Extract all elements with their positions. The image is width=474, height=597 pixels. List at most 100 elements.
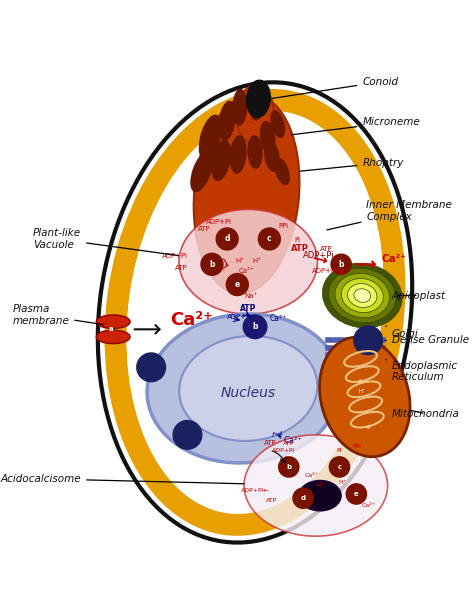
Ellipse shape (260, 121, 275, 155)
Text: Acidocalcisome: Acidocalcisome (0, 474, 244, 484)
Ellipse shape (105, 89, 405, 536)
Text: b: b (209, 260, 215, 269)
Text: ATP: ATP (283, 441, 294, 446)
Text: H⁺: H⁺ (235, 258, 244, 264)
Text: H⁺: H⁺ (316, 483, 324, 488)
Text: Ca²⁺: Ca²⁺ (305, 473, 319, 478)
Text: H⁺: H⁺ (339, 480, 347, 485)
Text: Rhoptry: Rhoptry (300, 158, 404, 171)
Ellipse shape (319, 337, 410, 457)
Ellipse shape (147, 314, 341, 463)
Circle shape (226, 273, 248, 296)
Circle shape (258, 228, 280, 250)
Ellipse shape (211, 140, 231, 181)
Text: Ca²⁺: Ca²⁺ (361, 503, 375, 507)
Text: Pi: Pi (294, 238, 300, 244)
Text: Golgi: Golgi (386, 326, 419, 338)
Ellipse shape (199, 115, 222, 161)
Text: e: e (354, 491, 359, 497)
Ellipse shape (341, 279, 383, 313)
Ellipse shape (219, 101, 236, 141)
Text: ATP: ATP (198, 226, 210, 232)
Text: ATP: ATP (291, 244, 309, 253)
Text: ADP+Pi: ADP+Pi (206, 219, 232, 225)
Ellipse shape (190, 150, 213, 192)
Text: Inner Membrane
Complex: Inner Membrane Complex (327, 201, 452, 230)
Text: Ca²⁺: Ca²⁺ (382, 254, 406, 264)
Text: ADP+Pi: ADP+Pi (227, 314, 253, 320)
Ellipse shape (270, 110, 285, 138)
Text: Endoplasmic
Reticulum: Endoplasmic Reticulum (386, 359, 458, 382)
Ellipse shape (237, 84, 273, 143)
Text: PPi: PPi (352, 444, 361, 450)
Text: ADP+Pi: ADP+Pi (162, 253, 188, 259)
Ellipse shape (127, 111, 383, 514)
Text: ADP+Pi←: ADP+Pi← (241, 488, 269, 493)
Ellipse shape (247, 135, 263, 169)
Text: Microneme: Microneme (292, 118, 420, 135)
Text: Mitochondria: Mitochondria (392, 409, 460, 418)
Text: c: c (267, 235, 272, 244)
Text: ATP: ATP (264, 440, 276, 446)
Text: h: h (359, 378, 363, 383)
Circle shape (331, 254, 351, 275)
Text: b: b (252, 322, 258, 331)
Ellipse shape (179, 210, 318, 314)
Ellipse shape (194, 95, 300, 294)
Ellipse shape (98, 82, 412, 543)
Text: ADP+Pi: ADP+Pi (303, 251, 335, 260)
Text: Ca²⁺: Ca²⁺ (284, 436, 302, 445)
Text: Conoid: Conoid (272, 77, 398, 99)
Circle shape (279, 457, 299, 477)
Circle shape (346, 484, 366, 504)
Text: g: g (366, 424, 370, 429)
Circle shape (243, 315, 267, 338)
Ellipse shape (232, 89, 247, 126)
Text: H⁺: H⁺ (252, 258, 261, 264)
Ellipse shape (328, 268, 396, 323)
Text: f: f (272, 432, 274, 438)
Ellipse shape (347, 284, 377, 307)
Ellipse shape (120, 104, 390, 521)
Text: c: c (337, 464, 342, 470)
Circle shape (173, 420, 202, 449)
Text: Apicoplast: Apicoplast (392, 291, 446, 300)
Circle shape (293, 488, 313, 508)
Ellipse shape (335, 273, 390, 318)
Text: Na⁺: Na⁺ (244, 293, 257, 299)
Text: Plasma
membrane: Plasma membrane (12, 304, 104, 326)
Text: b: b (338, 260, 344, 269)
Text: d: d (224, 235, 230, 244)
Circle shape (137, 353, 165, 381)
Text: ADP+Pi: ADP+Pi (311, 267, 337, 274)
Circle shape (216, 228, 238, 250)
Circle shape (354, 326, 383, 355)
Text: Ca²⁺: Ca²⁺ (171, 311, 213, 329)
Text: Nucleus: Nucleus (221, 386, 276, 399)
Text: ATP: ATP (175, 265, 188, 271)
Text: Plant-like
Vacuole: Plant-like Vacuole (33, 228, 178, 256)
Text: ATP: ATP (320, 246, 333, 252)
Circle shape (329, 457, 350, 477)
Text: Pi: Pi (337, 448, 342, 453)
Ellipse shape (246, 80, 270, 118)
Ellipse shape (248, 90, 262, 121)
Text: Dense Granule: Dense Granule (385, 336, 469, 345)
Ellipse shape (354, 289, 371, 302)
Text: ATP: ATP (240, 304, 256, 313)
Text: ADP+Pi: ADP+Pi (272, 448, 295, 453)
Text: Ca²⁺: Ca²⁺ (269, 314, 287, 323)
Ellipse shape (274, 158, 290, 185)
Text: Ca²⁺: Ca²⁺ (239, 267, 255, 274)
Text: ATP: ATP (266, 498, 278, 503)
Ellipse shape (179, 336, 318, 441)
Text: H⁺: H⁺ (359, 389, 366, 393)
Ellipse shape (264, 140, 280, 172)
Text: a: a (109, 327, 113, 333)
Text: e: e (235, 280, 240, 289)
Ellipse shape (96, 315, 130, 328)
Text: PPi: PPi (279, 223, 289, 229)
Ellipse shape (96, 330, 130, 344)
Text: b: b (286, 464, 292, 470)
Ellipse shape (229, 135, 246, 174)
